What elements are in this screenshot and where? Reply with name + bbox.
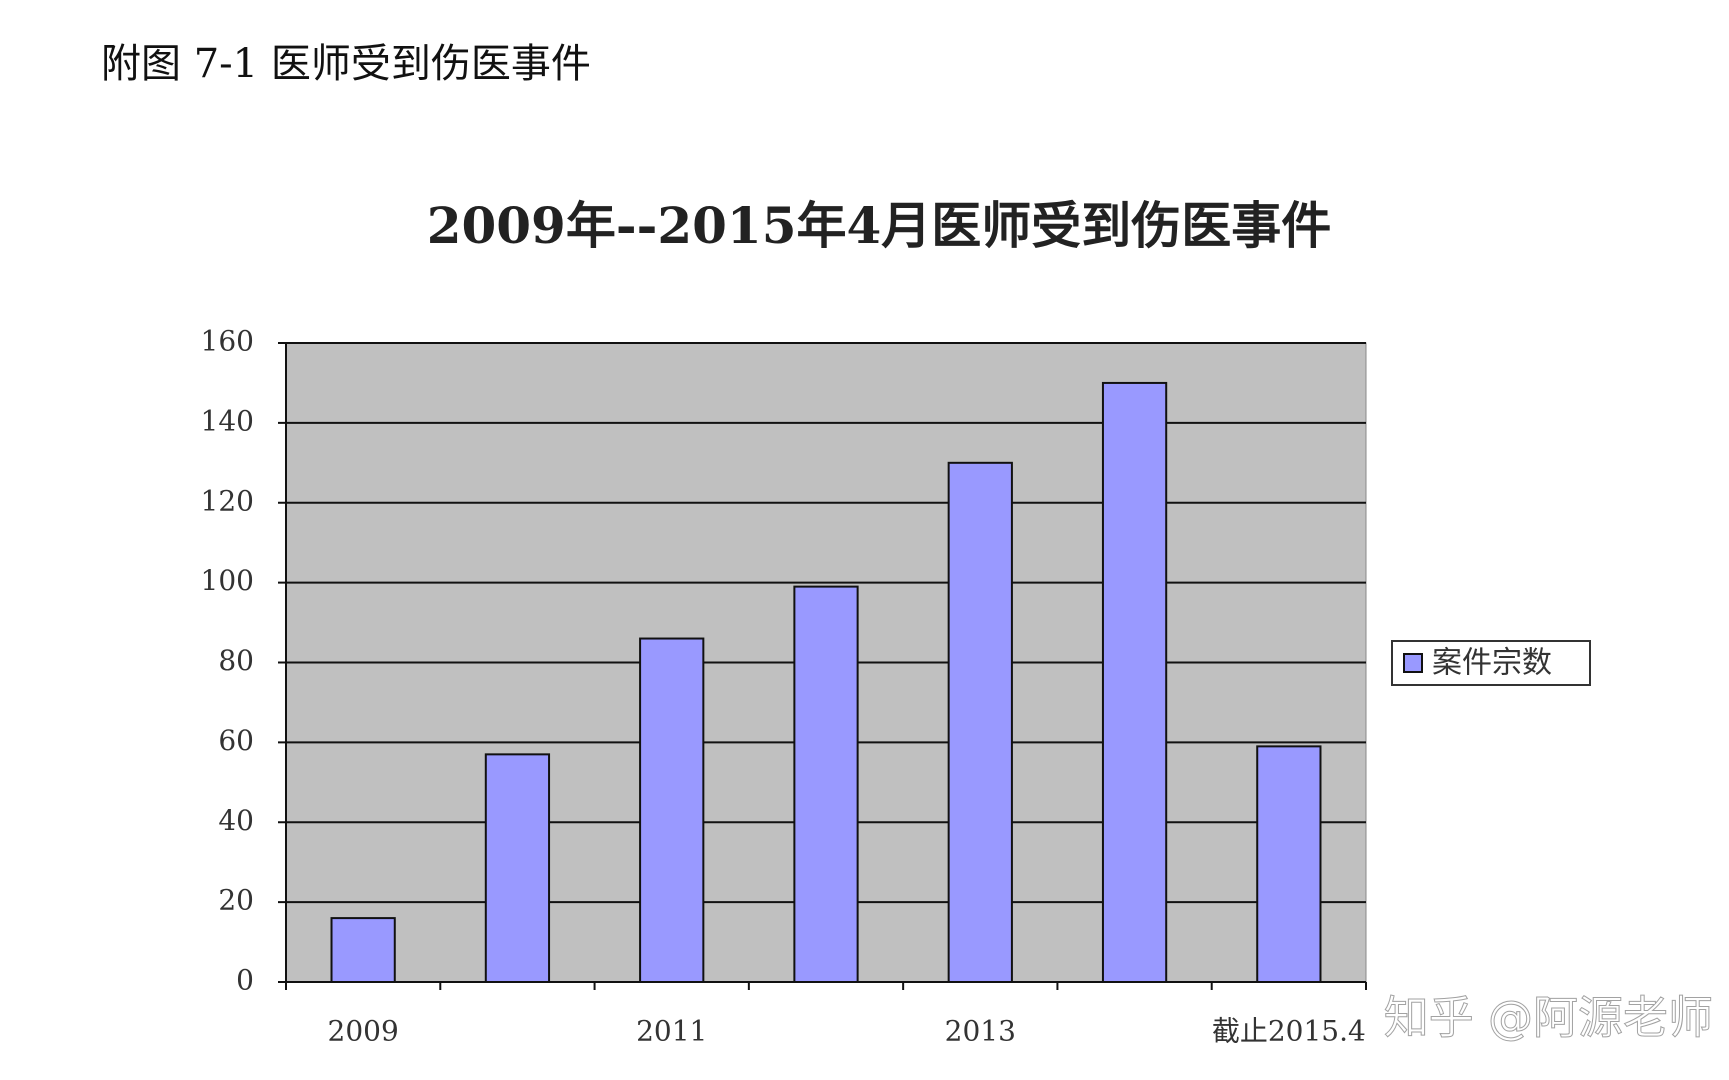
x-tick-label: 2013 (945, 1015, 1016, 1048)
y-tick-label: 20 (218, 884, 254, 917)
y-tick-label: 60 (218, 724, 254, 757)
bar (639, 637, 705, 983)
y-tick-label: 80 (218, 644, 254, 677)
header: 附图 7-1 医师受到伤医事件 (101, 41, 591, 87)
bar (330, 917, 396, 983)
y-tick-label: 100 (201, 564, 254, 597)
x-tick-label: 截止2015.4 (1212, 1015, 1366, 1048)
bar (1256, 745, 1322, 984)
legend-swatch (1403, 653, 1423, 673)
y-tick-label: 140 (201, 404, 254, 437)
bar (947, 461, 1013, 983)
y-tick-label: 0 (236, 964, 254, 997)
chart-title: 2009年--2015年4月医师受到伤医事件 (427, 196, 1332, 255)
bar (484, 753, 551, 984)
y-tick-label: 120 (201, 484, 254, 517)
bar (1101, 381, 1168, 983)
x-tick-label: 2009 (328, 1015, 399, 1048)
y-tick-label: 40 (218, 804, 254, 837)
legend-box (1391, 640, 1591, 686)
watermark: 知乎 @阿源老师 (1384, 991, 1713, 1044)
bar (793, 585, 859, 984)
y-tick-label: 160 (201, 325, 254, 358)
x-tick-label: 2011 (636, 1015, 707, 1048)
legend-label: 案件宗数 (1432, 646, 1552, 681)
